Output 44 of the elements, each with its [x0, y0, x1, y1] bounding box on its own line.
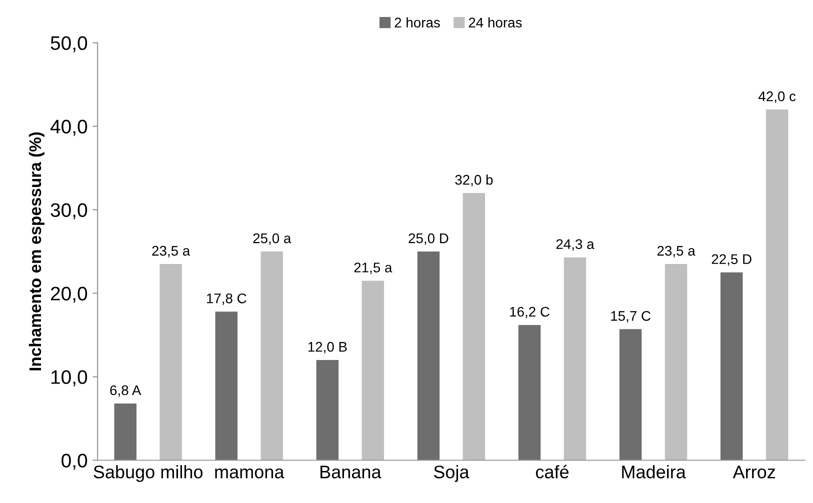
x-tick-label: mamona — [215, 468, 284, 478]
bar — [260, 252, 283, 460]
y-tick-label: 50,0 — [50, 36, 88, 52]
data-label: 23,5 a — [657, 246, 696, 258]
y-tick-label: 20,0 — [50, 286, 88, 303]
data-label: 17,8 C — [206, 293, 246, 305]
bar — [160, 264, 182, 460]
bar — [564, 257, 586, 460]
x-tick-label: Soja — [434, 465, 470, 482]
bar — [619, 329, 642, 460]
bar — [720, 272, 743, 460]
bar — [518, 324, 541, 460]
x-tick-label: Banana — [320, 466, 382, 478]
y-tick-label: 0,0 — [62, 454, 88, 470]
data-label: 23,5 a — [152, 246, 190, 258]
data-label: 22,5 D — [712, 254, 752, 266]
x-tick-label: Sabugo milho — [94, 465, 203, 482]
x-tick-label: Madeira — [622, 465, 686, 478]
data-label: 12,0 B — [308, 342, 347, 354]
y-tick-label: 10,0 — [51, 370, 88, 386]
x-tick-label: café — [536, 464, 569, 478]
bar — [664, 264, 688, 460]
bar — [417, 252, 440, 460]
legend-label: 24 horas — [468, 17, 522, 28]
data-label: 15,7 C — [611, 311, 650, 322]
y-tick-label: 30,0 — [50, 203, 88, 220]
data-label: 6,8 A — [110, 385, 142, 397]
y-tick-label: 40,0 — [50, 120, 88, 136]
bar — [114, 403, 136, 460]
bar — [362, 280, 384, 460]
bar — [316, 360, 339, 460]
y-axis-title: Inchamento em espessura (%) — [28, 132, 44, 370]
data-label: 32,0 b — [455, 174, 493, 186]
data-label: 25,0 D — [408, 233, 448, 245]
data-label: 42,0 c — [758, 91, 796, 103]
data-label: 25,0 a — [253, 233, 292, 245]
bar — [462, 193, 486, 460]
data-label: 21,5 a — [354, 262, 392, 274]
bar — [766, 110, 788, 460]
legend-label: 2 horas — [394, 17, 440, 28]
x-tick-label: Arroz — [732, 466, 776, 478]
data-label: 24,3 a — [556, 239, 594, 251]
data-label: 16,2 C — [510, 306, 550, 318]
bar — [215, 312, 238, 460]
